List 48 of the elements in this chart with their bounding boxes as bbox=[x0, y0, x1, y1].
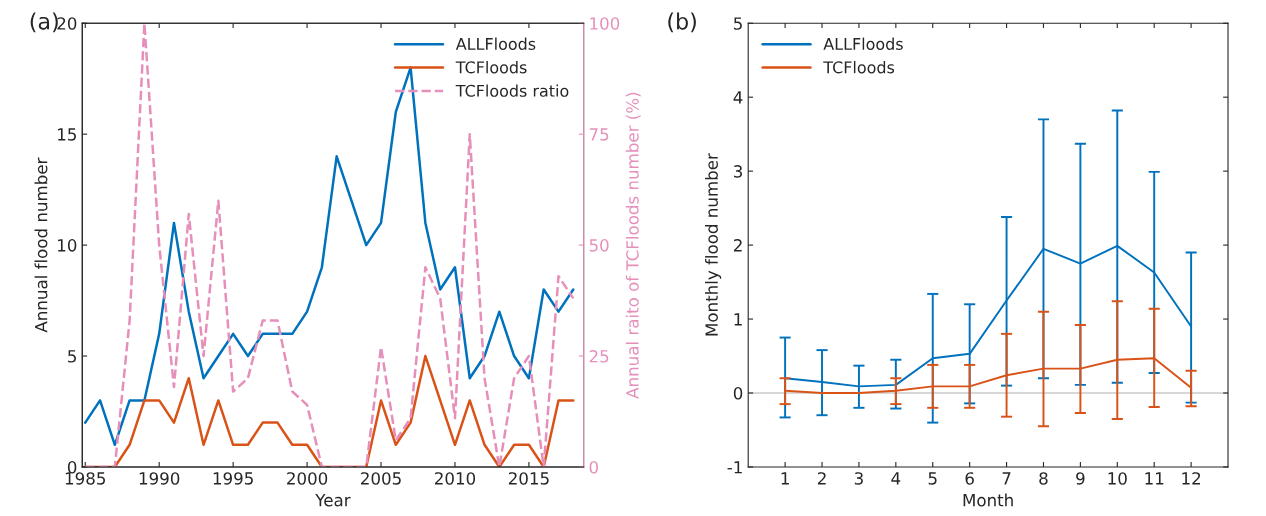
y-tick-label: 0 bbox=[733, 386, 743, 400]
text: (a) bbox=[30, 12, 58, 33]
x-tick-label: 1990 bbox=[139, 472, 180, 485]
y-tick-label: 10 bbox=[58, 239, 77, 252]
y-tick-label: 3 bbox=[734, 165, 743, 178]
legend-label: ALLFloods bbox=[823, 37, 903, 50]
x-tick-label: 1985 bbox=[65, 472, 105, 485]
text: (b) bbox=[668, 12, 696, 33]
y-axis-title: Annual flood number bbox=[34, 157, 48, 333]
x-tick-label: 5 bbox=[928, 472, 937, 485]
x-tick-label: 11 bbox=[1145, 472, 1164, 485]
y-tick-label: 5 bbox=[734, 17, 742, 30]
y2-tick-label: 25 bbox=[589, 350, 609, 363]
x-tick-label: 2 bbox=[817, 472, 826, 485]
x-tick-label: 12 bbox=[1182, 472, 1201, 485]
x-tick-label: 2015 bbox=[508, 472, 549, 485]
y-axis-title: Monthly flood number bbox=[705, 153, 722, 336]
y-tick-label: 5 bbox=[68, 350, 76, 363]
y2-tick-label: 100 bbox=[590, 17, 620, 30]
x-tick-label: 2000 bbox=[287, 472, 328, 485]
x-axis-title: Month bbox=[963, 493, 1013, 507]
legend-label: TCFloods bbox=[823, 61, 895, 74]
x-tick-label: 2010 bbox=[434, 472, 476, 485]
y-tick-label: -1 bbox=[727, 461, 742, 474]
x-tick-label: 7 bbox=[1002, 472, 1011, 485]
legend-label: TCFloods bbox=[455, 61, 527, 74]
legend-label: ALLFloods bbox=[455, 37, 536, 50]
y-tick-label: 0 bbox=[67, 460, 77, 474]
x-tick-label: 10 bbox=[1108, 472, 1127, 485]
y2-tick-label: 75 bbox=[589, 128, 609, 141]
x-tick-label: 1 bbox=[781, 472, 789, 485]
y2-tick-label: 0 bbox=[589, 460, 598, 474]
x-tick-label: 1995 bbox=[213, 472, 253, 485]
x-tick-label: 4 bbox=[891, 472, 901, 485]
x-axis-title: Year bbox=[315, 494, 351, 507]
x-tick-label: 6 bbox=[965, 472, 974, 485]
x-tick-label: 9 bbox=[1076, 472, 1085, 485]
y-tick-label: 2 bbox=[733, 239, 742, 252]
x-tick-label: 3 bbox=[854, 472, 863, 485]
y-tick-label: 15 bbox=[58, 128, 76, 141]
x-tick-label: 2005 bbox=[361, 472, 401, 485]
y2-tick-label: 50 bbox=[589, 239, 609, 252]
y-tick-label: 1 bbox=[734, 313, 742, 326]
y2-axis-title: Annual raito of TCFloods number (%) bbox=[625, 92, 641, 399]
legend-label: TCFloods ratio bbox=[455, 84, 569, 97]
x-tick-label: 8 bbox=[1039, 472, 1048, 485]
y-tick-label: 20 bbox=[57, 17, 77, 30]
y-tick-label: 4 bbox=[733, 91, 743, 104]
